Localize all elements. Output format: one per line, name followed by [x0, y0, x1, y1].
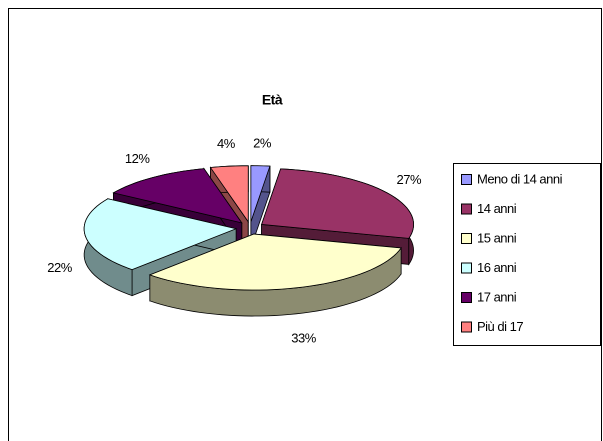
data-label: 22% [47, 260, 72, 275]
legend-swatch [461, 321, 472, 333]
legend-label: 15 anni [477, 230, 517, 245]
legend-swatch [461, 174, 472, 185]
slice [250, 165, 271, 222]
data-label: 2% [253, 135, 272, 150]
legend-box [453, 163, 601, 346]
legend-swatch [461, 233, 472, 244]
legend-label: 16 anni [477, 260, 517, 275]
slice [112, 168, 243, 224]
data-label: 4% [217, 136, 236, 151]
slice [83, 198, 238, 271]
legend-label: 17 anni [477, 289, 517, 304]
slice [209, 165, 249, 224]
legend-swatch [461, 203, 472, 215]
slice [250, 165, 271, 248]
legend-label: Più di 17 [477, 319, 523, 334]
slice [261, 168, 414, 239]
legend-swatch [461, 292, 472, 303]
legend-label: 14 anni [477, 201, 517, 216]
data-label: 12% [125, 151, 150, 166]
legend-swatch [461, 262, 472, 274]
slice [148, 233, 402, 317]
data-label: 27% [397, 172, 422, 187]
chart-title: Età [262, 92, 283, 108]
data-label: 33% [291, 330, 316, 345]
legend-label: Meno di 14 anni [477, 171, 563, 186]
slice [148, 233, 402, 291]
